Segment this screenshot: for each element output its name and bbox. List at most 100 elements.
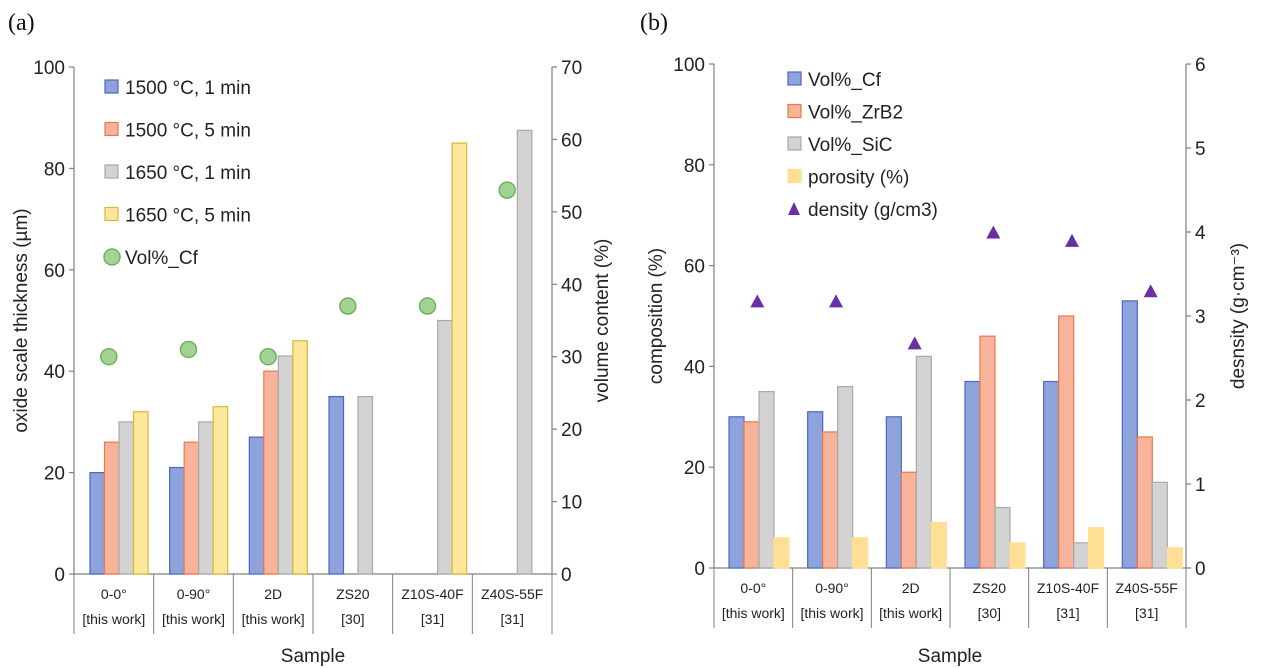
chart-a-bar-1650-c-1-min [357, 395, 374, 575]
chart-a-legend-swatch [104, 121, 119, 137]
chart-a-legend-label: 1650 °C, 1 min [125, 163, 251, 184]
chart-b-legend-label: porosity (%) [808, 168, 909, 189]
chart-b-bar-vol-sic [1151, 481, 1168, 569]
chart-b-category-ref: [this work] [879, 605, 942, 621]
chart-b-legend-swatch [788, 202, 800, 215]
chart-b-bar-vol-cf [885, 416, 902, 569]
chart-b-left-tick-label: 0 [694, 559, 705, 580]
chart-b-category-label: Z10S-40F [1037, 580, 1099, 596]
chart-b-left-tick-label: 80 [684, 156, 705, 177]
chart-b-bar-porosity [852, 537, 869, 569]
chart-a-category-ref: [this work] [242, 611, 305, 627]
chart-a-legend-swatch [103, 248, 121, 266]
chart-b-right-tick-label: 2 [1195, 391, 1206, 412]
chart-b-left-tick-label: 20 [684, 458, 705, 479]
chart-b-legend-label: density (g/cm3) [808, 200, 938, 221]
chart-a-legend-label: 1650 °C, 5 min [125, 206, 251, 227]
chart-a-category-ref: [31] [500, 611, 523, 627]
chart-b-category-label: 2D [902, 580, 920, 596]
chart-a-point-vol-cf [418, 297, 437, 315]
chart-b-bar-vol-zrb2 [1136, 436, 1153, 569]
chart-b-category-ref: [31] [1135, 605, 1158, 621]
chart-b-bar-porosity [930, 522, 947, 569]
chart-a-bar-1500-c-1-min [328, 395, 345, 575]
chart-b-legend-swatch [787, 168, 802, 184]
chart-b-bar-porosity [1009, 542, 1026, 569]
chart-a-bar-1500-c-1-min [248, 436, 265, 575]
chart-b-bar-vol-zrb2 [822, 431, 839, 569]
chart-a-category-ref: [30] [341, 611, 364, 627]
chart-a-right-tick-label: 30 [561, 348, 582, 369]
chart-b-category-ref: [this work] [722, 605, 785, 621]
chart-a-left-tick-label: 80 [44, 159, 65, 180]
chart-a-legend-label: Vol%_Cf [125, 248, 199, 269]
chart-b-left-tick-label: 60 [684, 257, 705, 278]
panel-a: (a) 0 20 40 60 80 100 0 10 20 30 40 50 60 70 0-0° [this… [8, 10, 613, 667]
panel-b: (b) 0 20 40 60 80 100 0 1 2 3 4 5 6 0-0° [this work] 0-… [636, 0, 1264, 668]
chart-a-right-tick-label: 60 [561, 130, 582, 151]
chart-b-right-tick-label: 5 [1195, 139, 1206, 160]
chart-b-svg: 0 20 40 60 80 100 0 1 2 3 4 5 6 0-0° [this work] 0-90° [… [646, 55, 1249, 667]
chart-a-left-tick-label: 20 [44, 464, 65, 485]
chart-b-bar-vol-zrb2 [743, 421, 760, 569]
chart-a-left-tick-label: 40 [44, 362, 65, 383]
chart-a-point-vol-cf [100, 347, 118, 366]
chart-b-legend-label: Vol%_Cf [808, 70, 882, 91]
chart-b-y2-axis-title: desnsity (g·cm⁻³) [1228, 243, 1249, 389]
chart-a-category-label: Z40S-55F [481, 586, 543, 602]
chart-b-legend-swatch [787, 136, 802, 151]
chart-a-point-vol-cf [179, 340, 198, 359]
panel-label-a: (a) [8, 10, 35, 36]
chart-a-bar-1500-c-1-min [89, 472, 106, 575]
chart-b-legend-swatch [787, 103, 802, 119]
chart-b-marker-density-g-cm3 [1143, 284, 1158, 298]
chart-a-y-axis-title: oxide scale thickness (µm) [11, 208, 32, 432]
chart-b-category-label: 0-0° [740, 580, 766, 596]
panel-label-b: (b) [640, 10, 668, 36]
chart-b-legend-label: Vol%_SiC [808, 135, 893, 156]
chart-a-bar-1500-c-5-min [183, 441, 200, 575]
chart-a-bar-1500-c-5-min [263, 370, 279, 575]
chart-b-bar-porosity [773, 537, 790, 569]
chart-a-bar-1650-c-1-min [198, 421, 214, 575]
chart-b-x-axis-title: Sample [918, 646, 982, 667]
chart-b-category-label: ZS20 [973, 580, 1007, 596]
chart-b-bar-vol-cf [1043, 380, 1060, 569]
chart-b-bar-vol-sic [837, 385, 854, 569]
chart-b-right-tick-label: 6 [1195, 55, 1206, 76]
chart-a-legend-swatch [104, 79, 119, 94]
chart-b-left-tick-label: 100 [673, 55, 705, 76]
chart-b-marker-density-g-cm3 [829, 294, 843, 308]
chart-b-right-tick-label: 1 [1195, 475, 1206, 496]
chart-a-left-tick-label: 60 [44, 261, 65, 282]
chart-a-left-tick-label: 0 [54, 565, 65, 586]
chart-b-bar-vol-cf [964, 380, 981, 569]
chart-a-right-tick-label: 40 [561, 275, 582, 296]
chart-b-bar-porosity [1088, 527, 1105, 569]
chart-b-bar-vol-cf [807, 411, 824, 569]
chart-a-right-tick-label: 0 [561, 565, 572, 586]
chart-a-category-label: Z10S-40F [401, 586, 463, 602]
chart-a-legend-swatch [104, 206, 119, 222]
chart-b-bar-porosity [1166, 547, 1183, 569]
chart-b-bar-vol-zrb2 [979, 335, 996, 569]
chart-a-bar-1650-c-1-min [437, 319, 453, 575]
chart-b-marker-density-g-cm3 [986, 225, 1001, 239]
chart-b-legend-swatch [787, 71, 802, 86]
chart-a-bar-1650-c-1-min [516, 129, 533, 575]
chart-a-bar-1650-c-1-min [118, 421, 135, 575]
chart-a-bar-1650-c-5-min [212, 406, 229, 575]
chart-a-bar-1650-c-5-min [451, 142, 468, 575]
chart-b-left-tick-label: 40 [684, 357, 705, 378]
chart-a-bar-1500-c-5-min [103, 441, 120, 575]
chart-a-left-tick-label: 100 [33, 58, 65, 79]
chart-b-bar-vol-cf [728, 416, 745, 569]
chart-a-bar-1650-c-1-min [277, 355, 294, 575]
chart-a-category-ref: [31] [421, 611, 444, 627]
chart-a-point-vol-cf [498, 181, 516, 199]
chart-a-category-label: 2D [264, 586, 282, 602]
chart-a-legend-label: 1500 °C, 1 min [125, 78, 251, 99]
chart-a-svg: 0 20 40 60 80 100 0 10 20 30 40 50 60 70 0-0° [this wor… [11, 58, 613, 667]
chart-b-bar-vol-zrb2 [900, 471, 917, 569]
chart-a-right-tick-label: 20 [561, 420, 582, 441]
